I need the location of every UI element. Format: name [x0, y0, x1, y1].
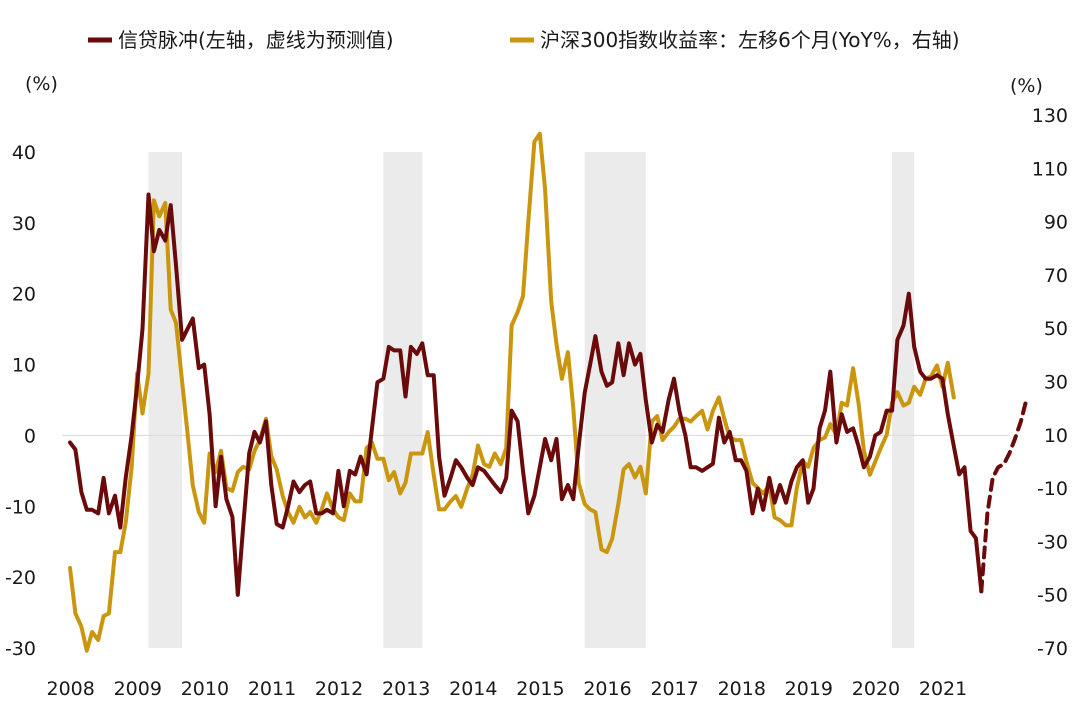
x-tick-label: 2012 [315, 678, 363, 700]
x-tick-label: 2014 [449, 678, 497, 700]
right-axis-unit: (%) [1010, 75, 1043, 97]
credit-impulse-forecast-line [979, 398, 1029, 594]
right-tick-label: 30 [1044, 372, 1068, 394]
shaded-period-2 [383, 152, 423, 648]
x-tick-label: 2013 [382, 678, 430, 700]
left-tick-label: 30 [12, 213, 36, 235]
left-axis-unit: (%) [25, 73, 58, 95]
legend-label-credit: 信贷脉冲(左轴，虚线为预测值) [118, 28, 394, 52]
left-tick-label: 40 [12, 142, 36, 164]
x-axis-ticks: 2008 2009 2010 2011 2012 2013 2014 2015 2016 2017… [46, 678, 967, 700]
csi300-return-line [68, 131, 956, 653]
right-tick-label: 10 [1044, 425, 1068, 447]
series-lines [68, 131, 1029, 653]
right-tick-label: 90 [1044, 212, 1068, 234]
right-tick-label: 130 [1032, 105, 1068, 127]
left-tick-label: 0 [24, 425, 36, 447]
right-tick-label: -30 [1037, 531, 1068, 553]
right-tick-label: -50 [1037, 585, 1068, 607]
right-tick-label: 50 [1044, 318, 1068, 340]
left-tick-label: 20 [12, 284, 36, 306]
x-tick-label: 2008 [46, 678, 94, 700]
x-tick-label: 2018 [718, 678, 766, 700]
left-tick-label: 10 [12, 355, 36, 377]
left-axis-ticks: 40 30 20 10 0 -10 -20 -30 [5, 142, 36, 660]
legend: 信贷脉冲(左轴，虚线为预测值) 沪深300指数收益率：左移6个月(YoY%，右轴… [88, 28, 960, 52]
credit-impulse-line [68, 192, 984, 597]
shaded-period-3 [584, 152, 646, 648]
right-axis-ticks: 130 110 90 70 50 30 10 -10 -30 -50 -70 [1032, 105, 1068, 660]
left-tick-label: -30 [5, 638, 36, 660]
x-tick-label: 2017 [650, 678, 698, 700]
x-tick-label: 2021 [919, 678, 967, 700]
x-tick-label: 2010 [181, 678, 229, 700]
x-tick-label: 2015 [516, 678, 564, 700]
x-tick-label: 2020 [852, 678, 900, 700]
x-tick-label: 2019 [785, 678, 833, 700]
right-tick-label: 110 [1032, 158, 1068, 180]
x-tick-label: 2009 [114, 678, 162, 700]
right-tick-label: -70 [1037, 638, 1068, 660]
right-tick-label: 70 [1044, 265, 1068, 287]
left-tick-label: -20 [5, 567, 36, 589]
legend-label-csi300: 沪深300指数收益率：左移6个月(YoY%，右轴) [540, 28, 960, 52]
shaded-periods [148, 152, 915, 648]
right-tick-label: -10 [1037, 478, 1068, 500]
x-tick-label: 2016 [583, 678, 631, 700]
x-tick-label: 2011 [248, 678, 296, 700]
left-tick-label: -10 [5, 496, 36, 518]
